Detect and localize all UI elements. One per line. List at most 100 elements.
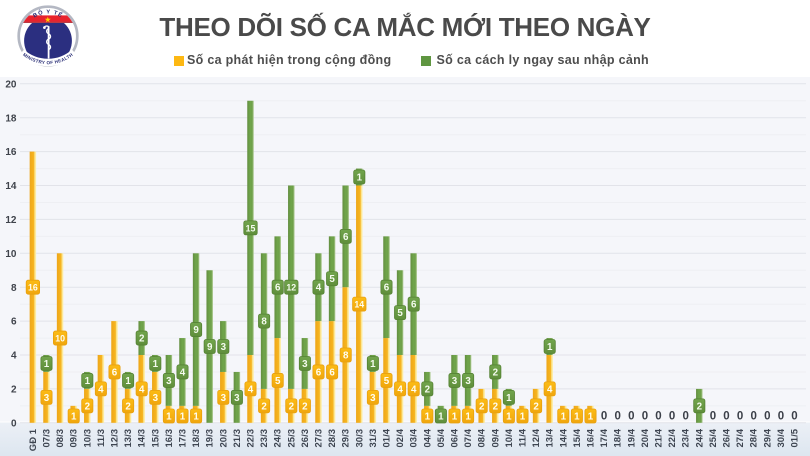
svg-text:6: 6 — [343, 232, 349, 243]
svg-text:1: 1 — [465, 412, 471, 423]
svg-text:2: 2 — [302, 401, 308, 412]
svg-text:1: 1 — [153, 359, 159, 370]
svg-text:2: 2 — [533, 401, 539, 412]
svg-text:14/4: 14/4 — [558, 428, 569, 447]
svg-text:20/4: 20/4 — [640, 428, 651, 447]
svg-text:6: 6 — [11, 317, 17, 328]
svg-text:09/3: 09/3 — [69, 429, 80, 448]
svg-text:0: 0 — [11, 418, 17, 429]
svg-text:5: 5 — [384, 376, 390, 387]
svg-text:07/4: 07/4 — [463, 428, 474, 447]
svg-text:16: 16 — [28, 283, 38, 293]
svg-text:17/3: 17/3 — [178, 429, 189, 448]
svg-text:0: 0 — [682, 410, 688, 422]
svg-text:3: 3 — [221, 342, 227, 353]
svg-text:2: 2 — [479, 401, 485, 412]
svg-text:3: 3 — [302, 359, 308, 370]
svg-text:10/4: 10/4 — [504, 428, 515, 447]
svg-text:1: 1 — [166, 412, 172, 423]
svg-text:0: 0 — [628, 410, 634, 422]
svg-text:8: 8 — [261, 317, 267, 328]
svg-text:31/3: 31/3 — [368, 429, 379, 448]
svg-text:6: 6 — [411, 300, 417, 311]
svg-text:11/3: 11/3 — [96, 429, 107, 447]
svg-text:26/4: 26/4 — [722, 428, 733, 447]
svg-text:3: 3 — [44, 393, 50, 404]
svg-text:30/3: 30/3 — [354, 429, 365, 448]
svg-text:21/4: 21/4 — [654, 428, 665, 447]
svg-text:04/4: 04/4 — [422, 428, 433, 447]
svg-text:2: 2 — [697, 401, 703, 412]
svg-text:24/3: 24/3 — [273, 429, 284, 448]
svg-text:0: 0 — [764, 410, 770, 422]
svg-text:2: 2 — [261, 401, 267, 412]
svg-text:21/3: 21/3 — [232, 429, 243, 448]
svg-text:0: 0 — [669, 410, 675, 422]
svg-text:18: 18 — [5, 113, 17, 124]
svg-text:6: 6 — [384, 283, 390, 294]
svg-text:0: 0 — [723, 410, 729, 422]
svg-text:14: 14 — [5, 181, 17, 192]
svg-text:27/3: 27/3 — [314, 429, 325, 448]
svg-text:26/3: 26/3 — [300, 429, 311, 448]
svg-text:01/4: 01/4 — [382, 428, 393, 447]
svg-text:3: 3 — [153, 393, 159, 404]
svg-text:27/4: 27/4 — [735, 428, 746, 447]
svg-text:08/4: 08/4 — [477, 428, 488, 447]
svg-text:4: 4 — [547, 384, 553, 395]
svg-text:03/4: 03/4 — [409, 428, 420, 447]
svg-text:12: 12 — [5, 215, 17, 226]
svg-text:2: 2 — [139, 334, 145, 345]
svg-text:1: 1 — [71, 412, 77, 423]
svg-text:28/4: 28/4 — [749, 428, 760, 447]
svg-text:16/4: 16/4 — [586, 428, 597, 447]
svg-text:23/4: 23/4 — [681, 428, 692, 447]
svg-text:5: 5 — [329, 274, 335, 285]
svg-text:9: 9 — [207, 342, 213, 353]
svg-text:4: 4 — [397, 384, 403, 395]
svg-text:2: 2 — [11, 385, 17, 396]
svg-text:1: 1 — [438, 412, 444, 423]
svg-text:08/3: 08/3 — [55, 429, 66, 448]
svg-text:2: 2 — [125, 401, 131, 412]
svg-text:18/3: 18/3 — [191, 429, 202, 448]
svg-text:2: 2 — [493, 367, 499, 378]
svg-text:6: 6 — [329, 367, 335, 378]
svg-text:1: 1 — [547, 342, 553, 353]
svg-text:3: 3 — [221, 393, 227, 404]
svg-text:0: 0 — [614, 410, 620, 422]
svg-text:01/5: 01/5 — [790, 428, 801, 447]
svg-text:12/4: 12/4 — [531, 428, 542, 447]
svg-text:29/3: 29/3 — [341, 429, 352, 448]
svg-text:12: 12 — [286, 283, 296, 293]
svg-text:20/3: 20/3 — [218, 429, 229, 448]
svg-text:14: 14 — [354, 300, 364, 310]
svg-text:2: 2 — [85, 401, 91, 412]
svg-text:1: 1 — [193, 412, 199, 423]
svg-text:0: 0 — [737, 410, 743, 422]
svg-text:0: 0 — [710, 410, 716, 422]
svg-text:11/4: 11/4 — [518, 428, 529, 447]
svg-text:10: 10 — [55, 334, 65, 344]
svg-text:07/3: 07/3 — [42, 429, 53, 448]
svg-text:0: 0 — [601, 410, 607, 422]
svg-text:19/4: 19/4 — [626, 428, 637, 447]
svg-text:06/4: 06/4 — [450, 428, 461, 447]
svg-text:4: 4 — [316, 283, 322, 294]
svg-text:05/4: 05/4 — [436, 428, 447, 447]
svg-text:2: 2 — [289, 401, 295, 412]
svg-text:12/3: 12/3 — [110, 429, 121, 448]
svg-text:3: 3 — [166, 376, 172, 387]
svg-text:15/3: 15/3 — [150, 429, 161, 448]
svg-text:3: 3 — [370, 393, 376, 404]
svg-text:15: 15 — [246, 223, 256, 233]
svg-text:1: 1 — [561, 412, 567, 423]
svg-text:BỘ Y TẾ: BỘ Y TẾ — [32, 8, 64, 19]
svg-text:1: 1 — [357, 173, 363, 184]
svg-text:14/3: 14/3 — [137, 429, 148, 448]
svg-text:4: 4 — [98, 384, 104, 395]
svg-text:1: 1 — [370, 359, 376, 370]
svg-text:1: 1 — [44, 359, 50, 370]
svg-text:02/4: 02/4 — [395, 428, 406, 447]
svg-text:1: 1 — [506, 393, 512, 404]
